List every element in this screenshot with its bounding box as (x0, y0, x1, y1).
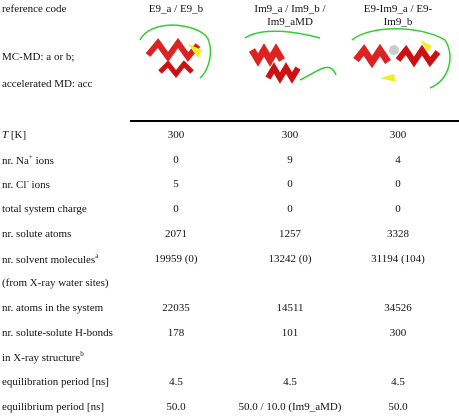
cell: 2071 (165, 227, 187, 240)
label-part: + (28, 152, 33, 161)
cell: 4.5 (283, 376, 297, 388)
cell: 0 (287, 178, 293, 191)
cell: 0 (395, 178, 401, 191)
row-label: equilibration period [ns] (2, 376, 109, 388)
cell: 22035 (162, 301, 190, 314)
cell: 1257 (279, 227, 301, 240)
cell: 178 (167, 326, 185, 339)
header-cell: E9-Im9_a / E9-Im9_b (363, 3, 433, 28)
label-part: - (26, 177, 29, 186)
row-label: nr. solute-solute H-bonds (2, 327, 113, 339)
label-part: nr. solute-solute H-bonds (2, 326, 113, 339)
label-part: b (80, 350, 84, 359)
row-label: (from X-ray water sites) (2, 277, 109, 289)
cell: 4.5 (169, 376, 183, 388)
cell: 50.0 (388, 400, 408, 413)
label-part: equilibration period [ns] (2, 376, 109, 388)
cell: 50.0 / 10.0 (Im9_aMD) (238, 400, 342, 413)
label-part: nr. Na (2, 154, 29, 167)
label-part: total system charge (2, 203, 87, 216)
label-part: nr. solute atoms (2, 227, 72, 240)
cell: 31194 (104) (371, 252, 425, 265)
label-part: equilibrium period [ns] (2, 400, 105, 413)
cell: 300 (389, 326, 407, 339)
header-cell: reference code (2, 3, 67, 15)
label-part: nr. atoms in the system (2, 301, 104, 314)
header-cell: E9_a / E9_b (148, 3, 204, 15)
cell: 34526 (384, 301, 412, 314)
label-part: (from X-ray water sites) (2, 277, 109, 290)
label-part: ions (32, 154, 54, 167)
row-label: nr. Cl- ions (2, 178, 50, 192)
cell: 0 (395, 203, 401, 216)
cell: 300 (281, 129, 299, 141)
row-label: nr. atoms in the system (2, 302, 103, 314)
cell: 4.5 (391, 376, 405, 388)
header-cell: Im9_a / Im9_b / Im9_aMD (254, 3, 326, 28)
cell: 0 (173, 203, 179, 216)
note: MC-MD: a or b; (2, 51, 75, 63)
cell: 101 (281, 326, 299, 339)
cell: 50.0 (166, 400, 186, 413)
cell: 0 (287, 203, 293, 216)
row-label: equilibrium period [ns] (2, 401, 104, 413)
cell: 14511 (276, 301, 304, 314)
cell: 300 (167, 129, 185, 141)
cell: 13242 (0) (268, 252, 312, 265)
protein-e9 (139, 24, 212, 79)
row-label: in X-ray structureb (2, 350, 84, 364)
cell: 5 (173, 178, 179, 191)
label-part: T (2, 129, 9, 141)
label-part: [K] (8, 129, 27, 141)
label-part: nr. solvent molecules (2, 253, 96, 266)
row-label: nr. solvent moleculesa (2, 252, 98, 266)
row-label: nr. solute atoms (2, 228, 71, 240)
row-label: T [K] (2, 129, 26, 141)
cell: 9 (287, 153, 293, 166)
row-label: total system charge (2, 203, 87, 215)
cell: 300 (389, 129, 407, 141)
label-part: nr. Cl (2, 179, 27, 192)
label-part: ions (28, 179, 50, 192)
cell: 19959 (0) (154, 252, 198, 265)
cell: 4 (395, 153, 401, 166)
label-part: a (95, 251, 99, 260)
label-part: in X-ray structure (2, 352, 81, 365)
cell: 0 (173, 153, 179, 166)
row-label: nr. Na+ ions (2, 153, 54, 167)
protein-im9 (244, 30, 337, 84)
cell: 3328 (387, 227, 409, 240)
protein-complex (351, 28, 451, 89)
note: accelerated MD: acc (2, 78, 93, 90)
